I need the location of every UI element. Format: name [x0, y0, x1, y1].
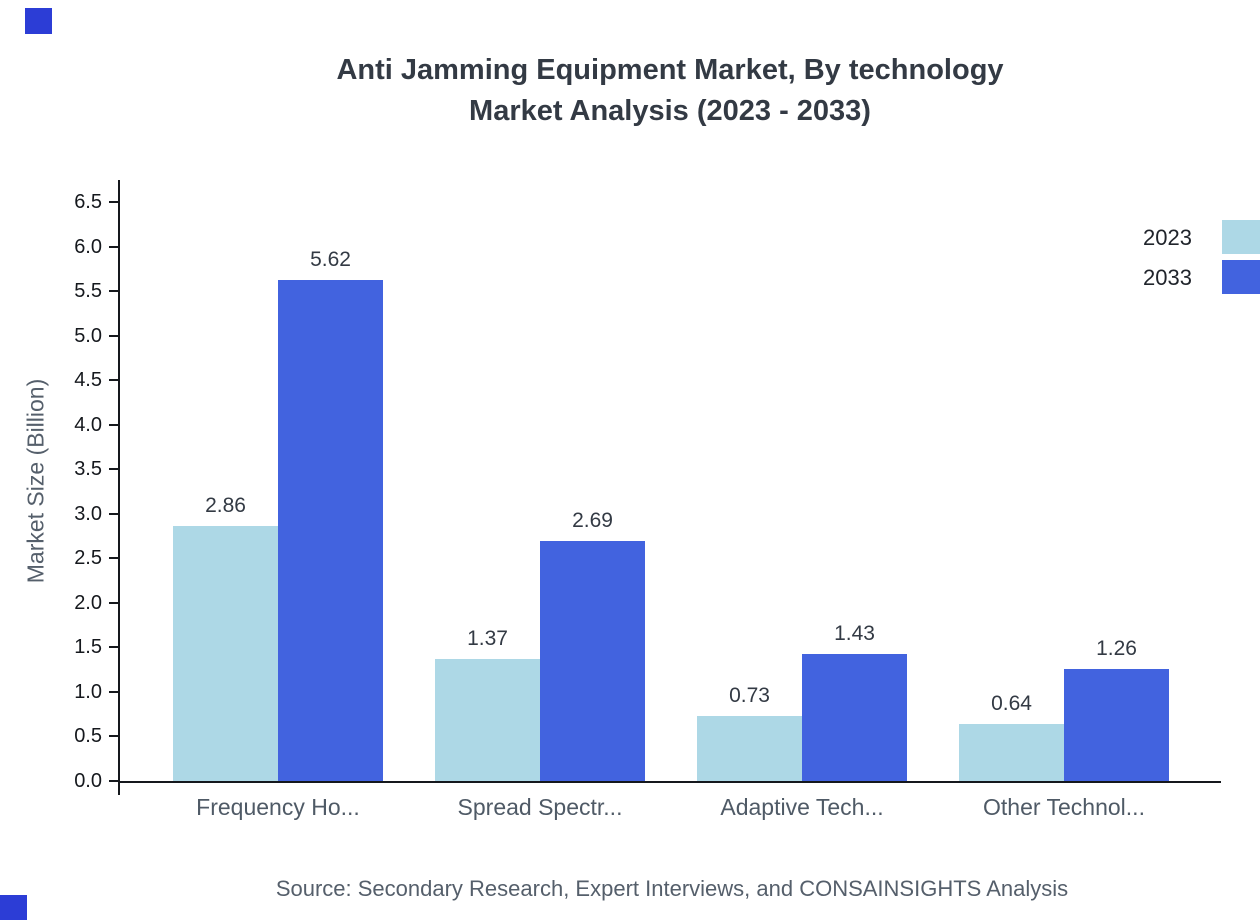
bar-value-label: 0.64	[991, 692, 1032, 715]
bar-value-label: 5.62	[310, 248, 351, 271]
bar-value-label: 0.73	[729, 684, 770, 707]
y-axis-tick-mark	[109, 246, 118, 248]
x-axis-line	[118, 781, 1221, 783]
y-axis-line	[118, 180, 120, 795]
bar-2023	[697, 716, 802, 781]
top-left-accent-square	[25, 8, 52, 34]
y-axis-tick-label: 5.5	[74, 280, 102, 302]
y-axis-tick-mark	[109, 602, 118, 604]
y-axis-tick-label: 0.0	[74, 770, 102, 792]
y-axis-tick-label: 6.0	[74, 236, 102, 258]
y-axis-tick-mark	[109, 780, 118, 782]
y-axis-tick-label: 2.5	[74, 547, 102, 569]
legend-swatch-2023	[1222, 220, 1260, 254]
y-axis-tick-label: 5.0	[74, 325, 102, 347]
x-axis-category-label: Other Technol...	[983, 794, 1145, 820]
source-note: Source: Secondary Research, Expert Inter…	[275, 876, 1069, 901]
y-axis-tick-mark	[109, 379, 118, 381]
bar-2033	[540, 541, 645, 781]
bottom-left-accent-square	[0, 895, 27, 920]
y-axis-tick-label: 6.5	[74, 191, 102, 213]
y-axis-tick-label: 1.5	[74, 636, 102, 658]
chart-title: Anti Jamming Equipment Market, By techno…	[0, 50, 1260, 132]
y-axis-tick-mark	[109, 646, 118, 648]
y-axis-tick-mark	[109, 557, 118, 559]
bar-2023	[959, 724, 1064, 781]
y-axis-tick-label: 3.5	[74, 458, 102, 480]
bar-value-label: 2.69	[572, 509, 613, 532]
bar-value-label: 2.86	[205, 494, 246, 517]
chart-title-line2: Market Analysis (2023 - 2033)	[469, 95, 871, 127]
y-axis-tick-mark	[109, 735, 118, 737]
bar-2033	[802, 654, 907, 781]
x-axis-category-label: Frequency Ho...	[196, 794, 360, 820]
bar-2033	[278, 280, 383, 781]
bar-value-label: 1.26	[1096, 637, 1137, 660]
y-axis-tick-mark	[109, 201, 118, 203]
legend-label-2023: 2023	[1143, 225, 1192, 250]
y-axis-tick-mark	[109, 468, 118, 470]
x-axis-category-label: Adaptive Tech...	[720, 794, 884, 820]
legend-label-2033: 2033	[1143, 265, 1192, 290]
y-axis-tick-label: 4.5	[74, 369, 102, 391]
bar-value-label: 1.37	[467, 627, 508, 650]
y-axis-tick-label: 3.0	[74, 503, 102, 525]
bar-value-label: 1.43	[834, 622, 875, 645]
y-axis-tick-label: 0.5	[74, 725, 102, 747]
y-axis-tick-mark	[109, 691, 118, 693]
chart-title-line1: Anti Jamming Equipment Market, By techno…	[336, 54, 1004, 86]
y-axis-tick-mark	[109, 424, 118, 426]
y-axis-tick-mark	[109, 513, 118, 515]
y-axis-tick-label: 1.0	[74, 681, 102, 703]
bar-2033	[1064, 669, 1169, 781]
bar-2023	[435, 659, 540, 781]
bar-2023	[173, 526, 278, 781]
x-axis-category-label: Spread Spectr...	[457, 794, 623, 820]
legend-swatch-2033	[1222, 260, 1260, 294]
y-axis-tick-mark	[109, 335, 118, 337]
y-axis-tick-label: 2.0	[74, 592, 102, 614]
y-axis-tick-mark	[109, 290, 118, 292]
y-axis-tick-label: 4.0	[74, 414, 102, 436]
